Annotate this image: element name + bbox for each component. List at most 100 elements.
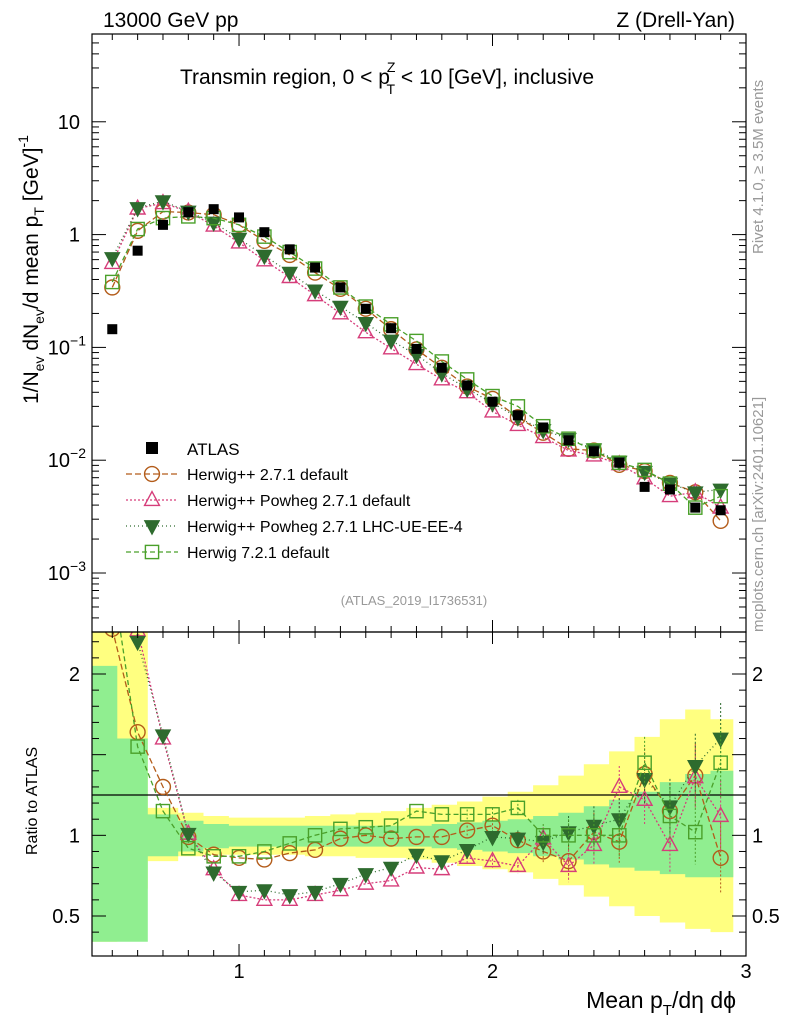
data-point-16	[512, 410, 523, 421]
ratio-2-point-10	[357, 868, 375, 884]
ratio-2-point-0	[105, 378, 120, 392]
ratio-3-point-8	[307, 828, 323, 843]
ratio-2-point-15	[484, 831, 501, 847]
ratio-3-point-17	[535, 828, 551, 843]
ratio-1-point-14	[458, 848, 476, 865]
data-point-17	[538, 422, 549, 433]
ratio-3-point-23	[688, 824, 703, 840]
legend: ATLAS Herwig++ 2.7.1 default Herwig++ Powh…	[126, 440, 463, 562]
y-tick-label: 10−3	[48, 558, 86, 585]
ratio-3-point-4	[206, 849, 221, 864]
ratio-0-point-2	[154, 778, 172, 796]
series-3-point-1	[130, 221, 145, 237]
ratio-1-point-12	[407, 857, 426, 874]
data-point-8	[310, 262, 321, 273]
series-2-point-7	[281, 266, 298, 283]
x-tick-label: 3	[740, 961, 751, 983]
series-0-point-1	[129, 222, 146, 239]
ratio-1-point-11	[382, 870, 400, 887]
data-point-5	[234, 212, 245, 223]
legend-label-3: Herwig 7.2.1 default	[187, 545, 330, 562]
ratio-0-point-9	[332, 830, 349, 847]
series-2-point-9	[332, 300, 349, 317]
legend-marker-data	[146, 442, 158, 454]
ratio-1-point-18	[559, 856, 578, 873]
data-point-20	[614, 457, 625, 468]
x-tick-label: 2	[487, 961, 498, 983]
rivet-version-label: Rivet 4.1.0, ≥ 3.5M events	[750, 80, 767, 254]
series-3-point-17	[535, 418, 551, 434]
ratio-1-point-24	[712, 806, 730, 823]
ratio-2-point-14	[458, 843, 476, 860]
series-3-point-9	[333, 280, 348, 295]
series-1-point-16	[509, 415, 527, 432]
data-point-1	[132, 245, 143, 256]
data-point-10	[360, 303, 371, 314]
series-3-point-19	[586, 443, 602, 458]
legend-marker-2	[143, 520, 161, 536]
data-point-3	[183, 207, 194, 218]
data-point-9	[335, 282, 346, 293]
ratio-3-point-12	[409, 803, 424, 819]
data-point-12	[411, 343, 422, 354]
ratio-0-point-11	[382, 830, 400, 847]
ratio-tick-label-right: 1	[752, 825, 763, 847]
ratio-3-point-21	[637, 755, 652, 771]
data-point-0	[107, 324, 118, 335]
ratio-3-point-18	[561, 828, 576, 843]
ratio-2-point-23	[687, 760, 704, 776]
main-plot-area	[103, 193, 730, 529]
legend-label-0: Herwig++ 2.7.1 default	[187, 467, 349, 484]
ratio-0-point-7	[281, 844, 298, 862]
series-1-point-0	[103, 253, 121, 270]
ratio-1-point-6	[255, 889, 273, 906]
ratio-2-point-4	[205, 866, 222, 882]
data-point-11	[386, 323, 397, 334]
ratio-plot-area	[104, 378, 730, 906]
series-1-point-12	[407, 354, 426, 371]
ratio-2-point-6	[256, 884, 273, 900]
data-point-13	[436, 362, 447, 373]
series-2-point-24	[712, 483, 729, 499]
series-2-point-2	[154, 195, 172, 211]
data-point-23	[690, 502, 701, 513]
ratio-0-point-18	[560, 853, 577, 870]
series-0-point-24	[712, 512, 729, 529]
ratio-0-point-12	[408, 828, 425, 846]
ratio-1-point-16	[509, 856, 527, 873]
series-2-point-1	[129, 202, 146, 218]
series-2-point-6	[256, 249, 273, 266]
series-line-3	[111, 215, 721, 509]
ratio-0-point-5	[230, 849, 248, 867]
ratio-tick-label-left: 0.5	[52, 906, 80, 928]
ratio-2-point-11	[382, 861, 400, 878]
series-3-point-0	[104, 274, 120, 290]
ratio-2-point-7	[281, 889, 298, 905]
series-1-point-17	[534, 427, 552, 444]
data-point-15	[487, 396, 498, 407]
series-2-point-5	[230, 232, 248, 249]
series-0-point-10	[357, 300, 374, 317]
ratio-2-point-12	[408, 848, 425, 865]
main-plot-frame	[91, 33, 747, 633]
series-3-point-21	[637, 462, 652, 478]
ratio-3-point-0	[106, 571, 119, 584]
series-1-point-7	[281, 267, 299, 284]
data-point-4	[208, 204, 219, 215]
data-point-19	[588, 446, 599, 457]
ratio-2-point-5	[230, 885, 248, 902]
ratio-3-point-5	[231, 849, 247, 864]
series-1-point-18	[559, 440, 578, 457]
ratio-0-point-13	[433, 828, 450, 846]
ratio-y-axis-label: Ratio to ATLAS	[24, 747, 41, 855]
series-1-point-6	[255, 250, 273, 267]
mcplots-label: mcplots.cern.ch [arXiv:2401.10621]	[750, 397, 767, 632]
y-tick-label: 1	[69, 225, 80, 247]
series-1-point-15	[483, 401, 502, 418]
data-point-6	[259, 227, 270, 238]
series-3-point-23	[688, 500, 703, 515]
series-2-point-8	[306, 284, 324, 300]
series-1-point-9	[331, 303, 350, 320]
ratio-tick-label-left: 2	[69, 664, 80, 686]
